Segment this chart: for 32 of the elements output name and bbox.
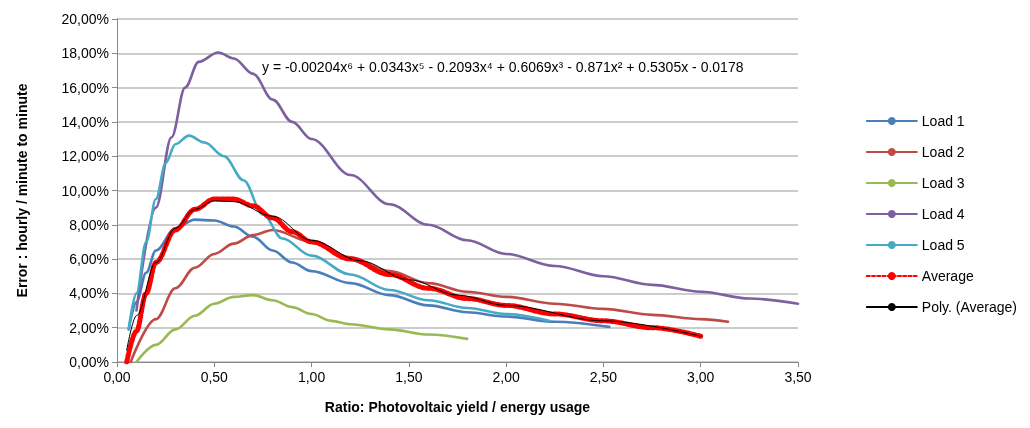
y-tick-label: 2,00% (69, 319, 109, 336)
x-axis-title: Ratio: Photovoltaic yield / energy usage (324, 399, 591, 415)
x-tick-label: 1,00 (297, 369, 326, 385)
y-tick-label: 10,00% (61, 182, 109, 199)
y-tick-label: 4,00% (69, 285, 109, 302)
y-tick-label: 0,00% (69, 354, 109, 370)
x-tick-label: 2,00 (492, 369, 520, 385)
legend-label: Load 1 (921, 113, 965, 129)
line-series (135, 293, 469, 364)
y-tick-label: 8,00% (69, 216, 109, 233)
x-tick-label: 3,50 (784, 369, 812, 385)
y-tick-label: 14,00% (61, 113, 109, 130)
legend-label: Load 2 (921, 144, 965, 160)
legend-label: Average (921, 268, 974, 284)
x-tick-label: 3,00 (687, 369, 715, 385)
x-tick-label: 0,50 (200, 369, 229, 385)
x-tick-label: 0,00 (103, 369, 131, 385)
x-tick-label: 1,50 (395, 369, 423, 385)
y-tick-label: 20,00% (61, 11, 109, 27)
y-tick-label: 12,00% (61, 148, 109, 165)
x-tick-label: 2,50 (589, 369, 618, 385)
line-series (127, 134, 551, 331)
y-tick-label: 16,00% (61, 79, 109, 96)
legend-label: Poly. (Average) (921, 299, 1018, 315)
legend-label: Load 5 (921, 237, 965, 253)
legend-label: Load 3 (921, 175, 965, 191)
annotation: y = -0.00204x⁶ + 0.0343x⁵ - 0.2093x⁴ + 0.6069x³ - 0.871x² + 0.5305x - 0.0178 (262, 59, 744, 75)
y-tick-label: 18,00% (61, 45, 109, 62)
legend-label: Load 4 (921, 206, 965, 222)
line-series (135, 51, 800, 312)
y-tick-label: 6,00% (69, 251, 109, 268)
y-axis-title: Error : hourly / minute to minute (14, 83, 30, 298)
